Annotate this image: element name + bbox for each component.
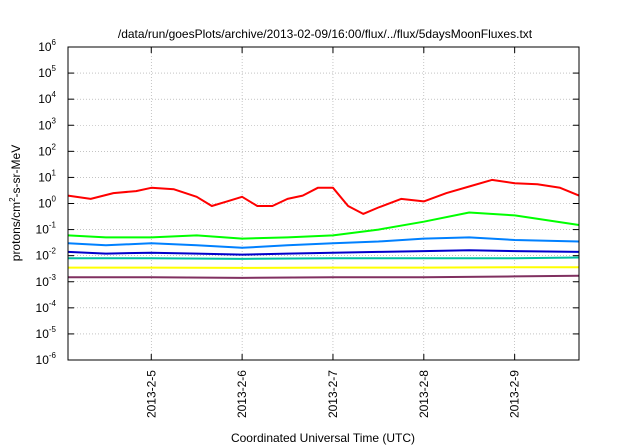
y-tick-label: 10-5 [36,325,57,341]
y-tick-exp: 0 [52,195,57,204]
y-tick-exp: -1 [49,221,57,230]
x-tick-label: 2013-2-6 [235,370,249,418]
y-tick-exp: -2 [49,247,57,256]
y-axis-label-base: protons/cm [9,202,23,261]
series-line-1 [67,178,580,215]
y-tick-exp: -5 [49,325,57,334]
y-tick-label: 106 [38,38,56,54]
series-line-5 [68,256,580,260]
y-tick-base: 10 [38,66,52,80]
x-tick-label: 2013-2-8 [417,370,431,418]
y-tick-exp: 3 [52,116,57,125]
series-line-7 [68,274,580,279]
y-tick-label: 10-6 [36,351,57,367]
series-line-4 [67,249,580,256]
y-axis-label-rest: -s-sr-MeV [9,145,23,198]
y-tick-label: 103 [38,116,56,132]
y-tick-label: 102 [38,142,56,158]
y-tick-base: 10 [36,223,50,237]
y-tick-base: 10 [36,327,50,341]
y-tick-base: 10 [36,275,50,289]
y-axis-label: protons/cm2-s-sr-MeV [8,145,23,261]
y-tick-base: 10 [38,118,52,132]
y-tick-label: 105 [38,64,56,80]
y-tick-label: 10-1 [36,221,57,237]
y-tick-label: 10-4 [36,299,57,315]
series-line-3 [67,236,580,249]
y-axis-label-sup: 2 [8,197,17,202]
y-tick-base: 10 [38,170,52,184]
y-tick-base: 10 [36,301,50,315]
series-layer [67,178,580,279]
y-tick-exp: 1 [52,168,57,177]
chart-title: /data/run/goesPlots/archive/2013-02-09/1… [118,27,533,41]
grid [68,47,579,360]
y-tick-exp: 4 [52,90,57,99]
y-tick-base: 10 [38,197,52,211]
y-tick-exp: 5 [52,64,57,73]
y-tick-base: 10 [38,40,52,54]
x-tick-label: 2013-2-7 [326,370,340,418]
y-tick-base: 10 [38,92,52,106]
y-tick-label: 100 [38,195,56,211]
y-tick-label: 101 [38,168,56,184]
series-line-2 [67,211,580,240]
x-axis-label: Coordinated Universal Time (UTC) [231,431,415,445]
y-axis: 10-610-510-410-310-210-11001011021031041… [36,38,579,367]
y-tick-exp: 2 [52,142,57,151]
y-tick-base: 10 [36,353,50,367]
y-tick-exp: -4 [49,299,57,308]
y-tick-label: 10-2 [36,247,57,263]
y-tick-base: 10 [36,249,50,263]
y-tick-base: 10 [38,144,52,158]
y-tick-exp: -6 [49,351,57,360]
y-tick-label: 10-3 [36,273,57,289]
x-tick-label: 2013-2-5 [144,370,158,418]
y-tick-label: 104 [38,90,56,106]
x-tick-label: 2013-2-9 [508,370,522,418]
series-line-6 [68,266,579,269]
y-tick-exp: 6 [52,38,57,47]
x-axis: 2013-2-5 2013-2-6 2013-2-7 2013-2-8 2013-2-9 [144,47,522,418]
y-tick-exp: -3 [49,273,57,282]
